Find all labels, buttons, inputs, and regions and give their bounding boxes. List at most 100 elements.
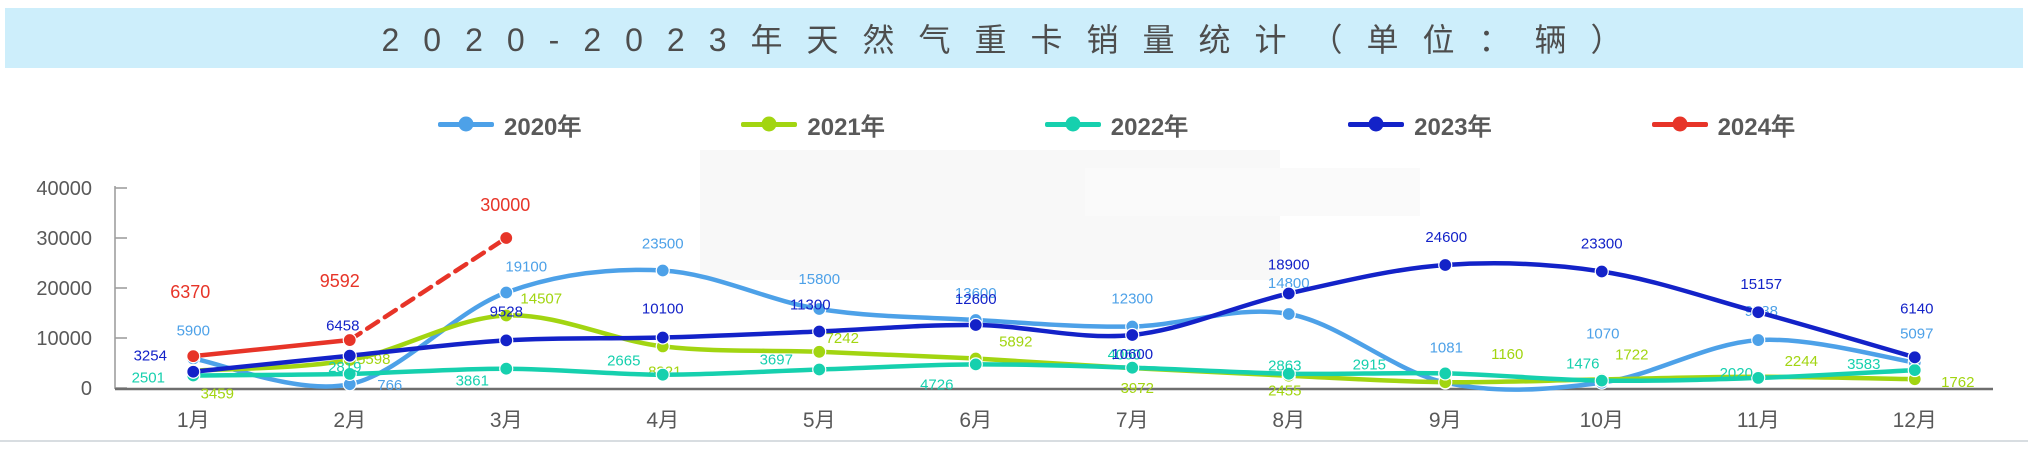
series-2022: 2501 2819 3861 2665 3697 4726 4060 2863 2915 1476…: [132, 347, 1922, 393]
data-label-2023: 10100: [642, 301, 684, 318]
data-point-2022: [1125, 360, 1140, 375]
data-point-2024: [499, 230, 514, 246]
series-line-2022: [193, 362, 1915, 384]
data-label-2023: 15157: [1740, 276, 1782, 293]
data-label-2022: 3697: [760, 352, 793, 369]
data-point-2023: [968, 317, 983, 333]
data-label-2021: 7242: [826, 330, 859, 347]
data-label-2020: 14800: [1268, 275, 1310, 292]
data-label-2024: 30000: [480, 195, 530, 215]
y-tick-label: 0: [81, 378, 92, 400]
data-label-2023: 3254: [134, 348, 167, 365]
data-label-2023: 24600: [1425, 229, 1467, 246]
data-point-2022: [812, 362, 827, 377]
data-label-2021: 1762: [1941, 374, 1974, 391]
data-label-2022: 2020: [1720, 365, 1753, 382]
data-label-2023: 12600: [955, 291, 997, 308]
data-label-2024: 6370: [170, 282, 210, 302]
x-tick-label: 1月: [177, 409, 210, 432]
data-label-2021: 14507: [520, 290, 562, 307]
data-point-2023: [499, 333, 514, 348]
data-point-2021: [499, 308, 514, 323]
x-tick-label: 2月: [333, 409, 366, 432]
data-point-2022: [342, 366, 357, 382]
data-point-2022: [1594, 373, 1609, 388]
data-label-2023: 6140: [1900, 300, 1933, 317]
data-point-2023: [1281, 286, 1296, 301]
data-label-2023: 6458: [326, 318, 359, 335]
data-point-2020: [1281, 306, 1296, 322]
data-label-2023: 18900: [1268, 257, 1310, 274]
legend-item-2023: 2023年: [1348, 107, 1492, 142]
data-label-2020: 766: [377, 377, 402, 394]
data-point-2022: [1281, 366, 1296, 381]
title-bar: 2020-2023年天然气重卡销量统计（单位：辆）: [5, 8, 2023, 68]
legend-item-2024: 2024年: [1651, 107, 1795, 142]
data-label-2023: 11300: [790, 297, 831, 314]
x-tick-label: 4月: [646, 409, 679, 432]
data-label-2023: 23300: [1581, 236, 1623, 253]
data-label-2020: 23500: [642, 236, 684, 253]
data-label-2021: 5892: [999, 334, 1032, 351]
data-label-2021: 2455: [1268, 383, 1301, 400]
x-tick-label: 5月: [803, 409, 836, 432]
data-label-2020: 1070: [1586, 326, 1619, 343]
data-label-2020: 5900: [177, 323, 210, 340]
data-label-2024: 9592: [320, 271, 360, 291]
data-point-2022: [499, 361, 514, 376]
series-2023: 3254 6458 9528 10100 11300 12600 10600 18900 246…: [134, 229, 1933, 379]
data-point-2022: [1438, 366, 1453, 381]
data-point-2023: [812, 324, 827, 339]
data-point-2023: [1907, 350, 1922, 365]
data-point-2023: [342, 348, 357, 363]
data-label-2021: 3459: [201, 386, 234, 403]
data-label-2020: 15800: [798, 271, 840, 288]
y-tick-label: 30000: [36, 228, 92, 250]
data-point-2020: [499, 285, 514, 300]
data-label-2022: 2915: [1353, 356, 1386, 373]
data-point-2021: [812, 344, 827, 359]
data-label-2023: 9528: [490, 303, 523, 320]
watermark-patch: [1085, 168, 1420, 216]
data-label-2021: 3972: [1121, 380, 1154, 397]
data-label-2022: 2863: [1268, 358, 1301, 375]
x-tick-label: 6月: [959, 409, 992, 432]
data-point-2022: [655, 367, 670, 382]
data-label-2020: 12300: [1111, 291, 1153, 308]
data-label-2021: 1160: [1491, 346, 1523, 363]
legend-item-2021: 2021年: [741, 107, 885, 142]
data-point-2020: [812, 301, 827, 317]
legend-label: 2020年: [504, 113, 582, 141]
data-point-2020: [655, 263, 670, 278]
data-label-2020: 5097: [1900, 326, 1933, 343]
y-tick-label: 40000: [36, 178, 92, 200]
legend-line-dot-icon: [438, 116, 494, 132]
legend-item-2020: 2020年: [438, 107, 581, 142]
legend-label: 2024年: [1717, 113, 1795, 141]
legend-line-dot-icon: [1044, 116, 1101, 132]
data-label-2022: 4060: [1108, 347, 1141, 364]
data-label-2020: 19100: [505, 259, 547, 276]
x-tick-label: 11月: [1737, 409, 1780, 432]
data-label-2022: 3583: [1847, 356, 1880, 373]
data-point-2020: [1751, 332, 1766, 348]
y-tick-label: 10000: [36, 328, 92, 350]
data-label-2022: 2501: [132, 369, 165, 386]
data-label-2021: 1722: [1615, 346, 1648, 363]
data-label-2020: 13600: [955, 285, 997, 302]
x-tick-label: 7月: [1116, 409, 1149, 432]
data-point-2022: [968, 357, 983, 372]
series-2024: 6370 9592 30000: [170, 195, 530, 364]
x-tick-label: 10月: [1580, 409, 1624, 432]
data-point-2023: [186, 364, 201, 379]
legend-item-2022: 2022年: [1044, 107, 1188, 142]
legend-line-dot-icon: [1348, 116, 1405, 132]
series-line-2023: [193, 261, 1916, 374]
x-tick-label: 9月: [1429, 409, 1462, 432]
data-point-2024: [342, 332, 357, 348]
data-point-2022: [1907, 362, 1922, 378]
chart-title: 2020-2023年天然气重卡销量统计（单位：辆）: [381, 22, 1647, 58]
x-tick-label: 8月: [1272, 409, 1305, 432]
legend-label: 2023年: [1414, 113, 1492, 141]
data-label-2023: 10600: [1111, 346, 1153, 363]
